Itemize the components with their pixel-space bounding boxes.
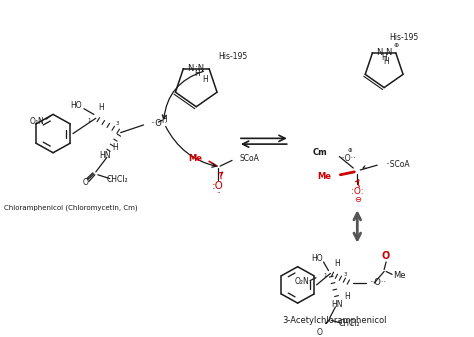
- Text: ⊕: ⊕: [347, 148, 352, 153]
- Text: Cm: Cm: [313, 148, 328, 157]
- Text: H: H: [202, 75, 208, 84]
- Text: HO: HO: [70, 101, 82, 110]
- Text: ··O··: ··O··: [151, 119, 168, 127]
- Text: Ö: Ö: [382, 251, 390, 261]
- Text: N: N: [385, 49, 392, 57]
- Text: H: H: [98, 103, 104, 112]
- Text: His-195: His-195: [218, 53, 247, 61]
- Text: HO: HO: [311, 253, 322, 263]
- Text: 3-Acetylchloramphenicol: 3-Acetylchloramphenicol: [282, 316, 387, 325]
- Text: O: O: [83, 178, 89, 187]
- Text: N: N: [187, 64, 194, 73]
- Text: ··: ··: [216, 190, 220, 196]
- Text: O: O: [317, 328, 322, 337]
- Text: O₂N: O₂N: [294, 277, 309, 286]
- Text: Me: Me: [318, 172, 331, 181]
- Text: Me: Me: [188, 154, 202, 163]
- Text: H: H: [194, 69, 200, 78]
- Text: :Ȯ: :Ȯ: [212, 181, 224, 191]
- Text: ··SCoA: ··SCoA: [385, 160, 410, 169]
- Text: :O:: :O:: [351, 187, 364, 195]
- Text: HN: HN: [332, 300, 343, 309]
- Text: H: H: [335, 259, 340, 268]
- Text: His-195: His-195: [389, 33, 419, 42]
- Text: O₂N: O₂N: [29, 117, 44, 126]
- Text: Me: Me: [393, 271, 405, 280]
- Text: 3: 3: [344, 272, 347, 277]
- Text: Chloramphenicol (Chloromycetin, Cm): Chloramphenicol (Chloromycetin, Cm): [4, 204, 138, 211]
- Text: ⊖: ⊖: [354, 195, 361, 204]
- Text: CHCl₂: CHCl₂: [338, 319, 360, 328]
- Text: ⊕: ⊕: [394, 43, 399, 48]
- Text: HN: HN: [99, 151, 110, 160]
- Text: :N: :N: [195, 64, 204, 73]
- Text: ··O··: ··O··: [369, 278, 386, 287]
- Text: 3: 3: [116, 121, 119, 126]
- Text: H: H: [162, 115, 167, 124]
- Text: ··O··: ··O··: [340, 154, 355, 163]
- Text: H: H: [382, 53, 387, 62]
- Text: N: N: [376, 49, 383, 57]
- Text: H: H: [112, 144, 118, 152]
- Text: 1: 1: [87, 118, 91, 123]
- Text: 1: 1: [323, 273, 327, 278]
- Text: H: H: [345, 292, 350, 301]
- Text: SCoA: SCoA: [240, 154, 260, 163]
- Text: CHCl₂: CHCl₂: [107, 175, 128, 184]
- Text: H: H: [383, 57, 389, 66]
